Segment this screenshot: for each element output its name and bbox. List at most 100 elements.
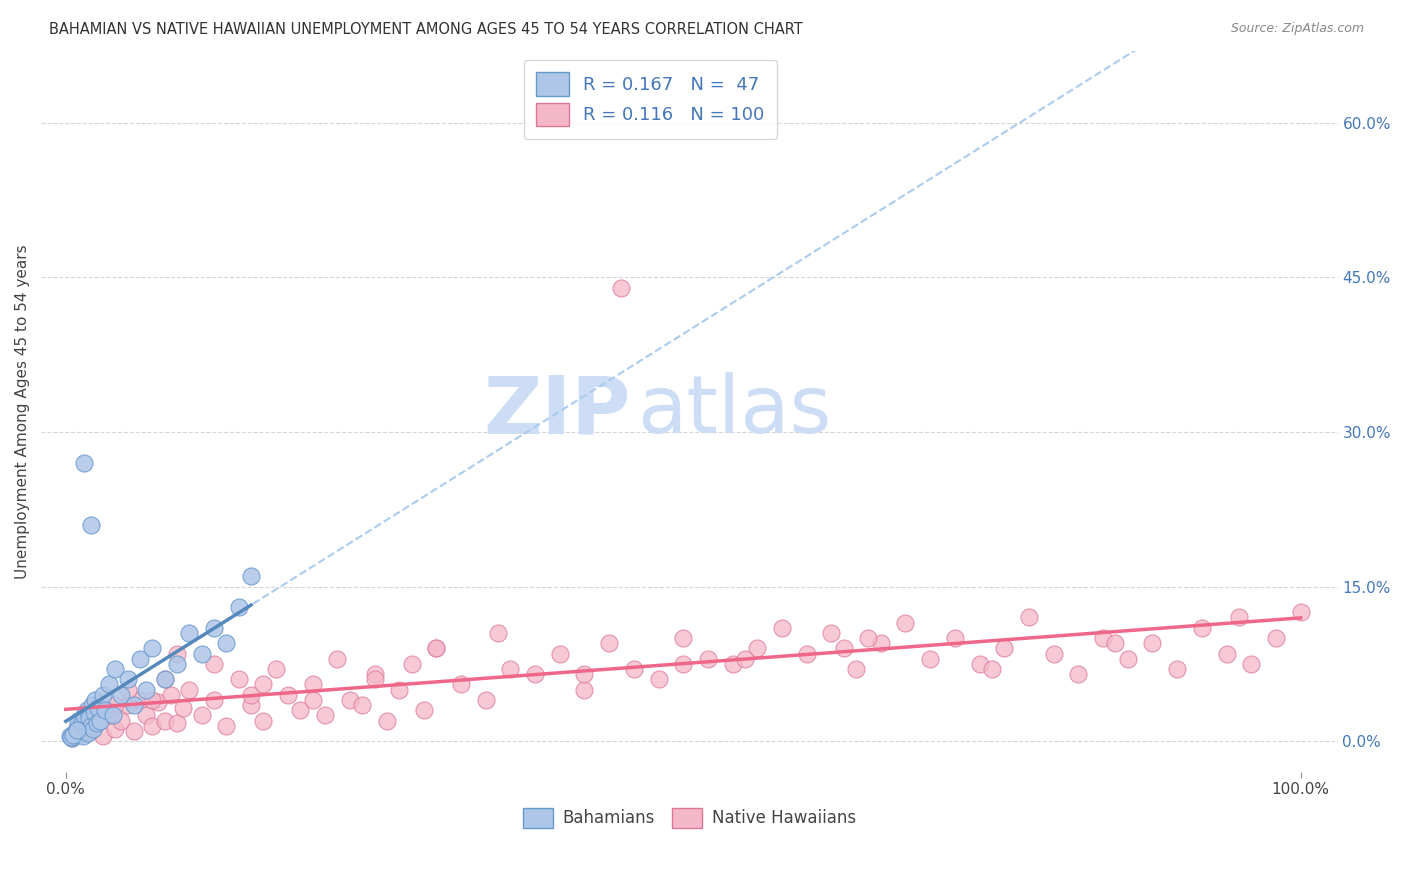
Point	[63, 726, 86, 740]
Point	[72, 729, 94, 743]
Point	[301, 677, 323, 691]
Text: ZIP: ZIP	[484, 372, 631, 450]
Point	[228, 673, 250, 687]
Point	[73, 708, 96, 723]
Point	[179, 626, 201, 640]
Point	[412, 703, 434, 717]
Point	[215, 719, 238, 733]
Point	[1215, 647, 1237, 661]
Point	[1142, 636, 1164, 650]
Point	[91, 729, 114, 743]
Point	[240, 688, 263, 702]
Point	[388, 682, 411, 697]
Point	[202, 621, 225, 635]
Point	[79, 517, 101, 532]
Point	[1289, 605, 1312, 619]
Point	[363, 667, 385, 681]
Point	[79, 714, 101, 728]
Point	[993, 641, 1015, 656]
Point	[240, 698, 263, 712]
Point	[104, 662, 127, 676]
Legend: Bahamians, Native Hawaiians: Bahamians, Native Hawaiians	[515, 800, 865, 836]
Point	[98, 708, 121, 723]
Point	[647, 673, 669, 687]
Point	[110, 714, 132, 728]
Y-axis label: Unemployment Among Ages 45 to 54 years: Unemployment Among Ages 45 to 54 years	[15, 244, 30, 579]
Point	[70, 715, 93, 730]
Point	[548, 647, 571, 661]
Point	[820, 626, 842, 640]
Point	[89, 714, 111, 728]
Point	[84, 693, 107, 707]
Point	[326, 651, 349, 665]
Point	[598, 636, 620, 650]
Point	[128, 693, 150, 707]
Point	[474, 693, 496, 707]
Point	[969, 657, 991, 671]
Point	[1227, 610, 1250, 624]
Point	[104, 698, 127, 712]
Point	[1067, 667, 1090, 681]
Point	[172, 701, 194, 715]
Point	[166, 647, 188, 661]
Point	[135, 682, 157, 697]
Point	[696, 651, 718, 665]
Point	[721, 657, 744, 671]
Point	[672, 631, 695, 645]
Point	[59, 730, 82, 744]
Point	[87, 701, 110, 715]
Point	[734, 651, 756, 665]
Point	[450, 677, 472, 691]
Point	[67, 726, 90, 740]
Point	[122, 698, 145, 712]
Point	[202, 693, 225, 707]
Point	[486, 626, 509, 640]
Point	[141, 641, 163, 656]
Point	[60, 731, 83, 745]
Point	[845, 662, 868, 676]
Point	[66, 723, 89, 737]
Point	[73, 719, 96, 733]
Point	[943, 631, 966, 645]
Point	[190, 647, 212, 661]
Point	[98, 677, 121, 691]
Point	[128, 651, 150, 665]
Point	[1042, 647, 1064, 661]
Point	[832, 641, 855, 656]
Point	[290, 703, 312, 717]
Point	[363, 673, 385, 687]
Point	[148, 695, 170, 709]
Point	[672, 657, 695, 671]
Point	[104, 722, 127, 736]
Point	[179, 682, 201, 697]
Point	[117, 682, 139, 697]
Point	[153, 673, 176, 687]
Point	[98, 703, 121, 717]
Point	[623, 662, 645, 676]
Point	[1104, 636, 1126, 650]
Point	[73, 456, 96, 470]
Point	[375, 714, 398, 728]
Point	[920, 651, 942, 665]
Point	[352, 698, 374, 712]
Point	[83, 706, 105, 720]
Point	[858, 631, 880, 645]
Point	[264, 662, 287, 676]
Point	[894, 615, 917, 630]
Point	[425, 641, 447, 656]
Point	[86, 715, 108, 730]
Point	[65, 723, 87, 738]
Point	[73, 723, 96, 738]
Text: Source: ZipAtlas.com: Source: ZipAtlas.com	[1230, 22, 1364, 36]
Point	[301, 693, 323, 707]
Point	[574, 682, 596, 697]
Point	[425, 641, 447, 656]
Point	[252, 677, 274, 691]
Point	[869, 636, 891, 650]
Point	[1264, 631, 1286, 645]
Point	[77, 726, 100, 740]
Point	[60, 731, 83, 745]
Point	[77, 711, 100, 725]
Point	[166, 657, 188, 671]
Point	[135, 708, 157, 723]
